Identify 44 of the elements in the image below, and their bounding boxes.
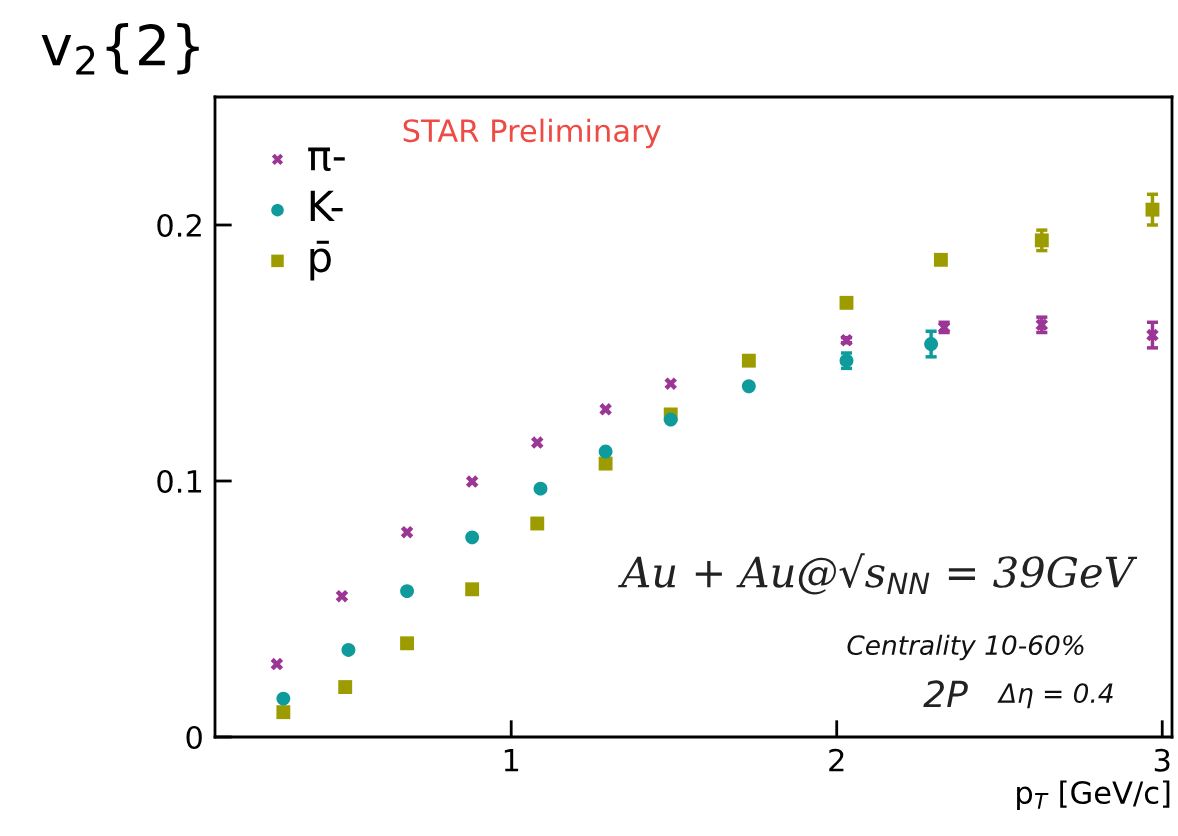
point — [465, 475, 479, 488]
point — [598, 456, 613, 471]
point — [400, 636, 414, 651]
point — [1034, 233, 1049, 248]
y-tick-label: 0.2 — [157, 213, 201, 238]
annotation: Δη = 0.4 — [997, 683, 1113, 709]
point — [465, 530, 480, 545]
x-tick-label: 3 — [1154, 748, 1170, 772]
point — [530, 516, 545, 531]
annotation: Au + Au@√s$_{NN}$ = 39GeV — [618, 553, 1138, 595]
point — [338, 680, 353, 695]
point — [276, 705, 291, 720]
point — [400, 584, 414, 599]
legend-label: K- — [310, 190, 343, 222]
point — [741, 353, 756, 368]
y-tick-label: 0 — [186, 725, 202, 750]
x-tick-label: 2 — [829, 748, 844, 772]
annotation: Centrality 10-60% — [847, 634, 1084, 661]
annotation: 2P — [923, 680, 968, 708]
point — [400, 525, 414, 539]
point — [465, 582, 480, 597]
legend-label: π- — [308, 147, 345, 172]
point — [1146, 328, 1159, 342]
point — [599, 403, 612, 416]
y-tick-label: 0.1 — [157, 469, 202, 494]
point — [276, 691, 291, 706]
point — [270, 657, 284, 671]
point — [341, 643, 356, 657]
point — [839, 295, 854, 310]
point — [1145, 202, 1160, 217]
point — [663, 412, 678, 427]
x-axis-title: p$_{T}$ [GeV/c] — [1017, 780, 1170, 811]
point — [933, 252, 948, 267]
point — [533, 481, 548, 496]
point — [664, 377, 677, 390]
point — [531, 436, 544, 449]
point — [741, 379, 756, 394]
point — [335, 589, 349, 603]
point — [924, 337, 939, 351]
annotation: STAR Preliminary — [403, 118, 661, 149]
point — [598, 444, 613, 459]
chart-title: v$_{2}${2} — [41, 23, 199, 75]
x-tick-label: 1 — [504, 749, 519, 772]
legend-label: p̄ — [310, 240, 331, 281]
